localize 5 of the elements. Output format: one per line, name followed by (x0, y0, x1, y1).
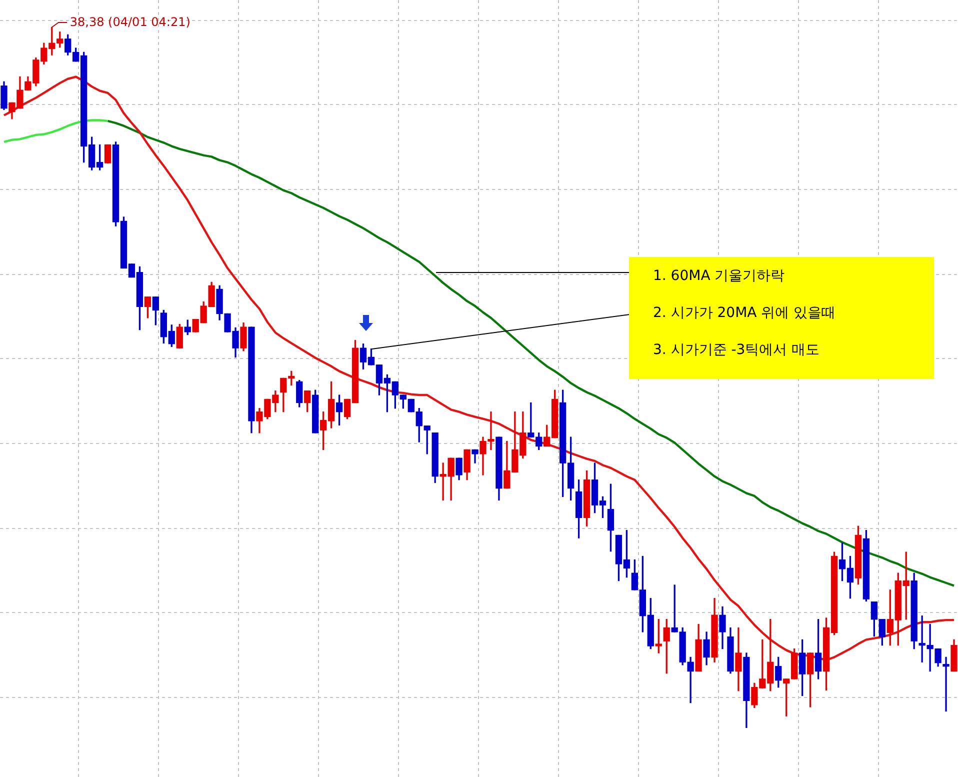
annotation: 3. 시가기준 -3틱에서 매도 (653, 341, 821, 360)
note-box: 1. 60MA 기울기하락 2. 시가가 20MA 위에 있을때 3. 시가기준 -3틱에서 매도 (629, 257, 934, 379)
annotation: 2. 시가가 20MA 위에 있을때 (653, 304, 837, 323)
annotation: 38,38 (04/01 04:21) (70, 15, 190, 29)
annotation: 1. 60MA 기울기하락 (653, 267, 786, 286)
